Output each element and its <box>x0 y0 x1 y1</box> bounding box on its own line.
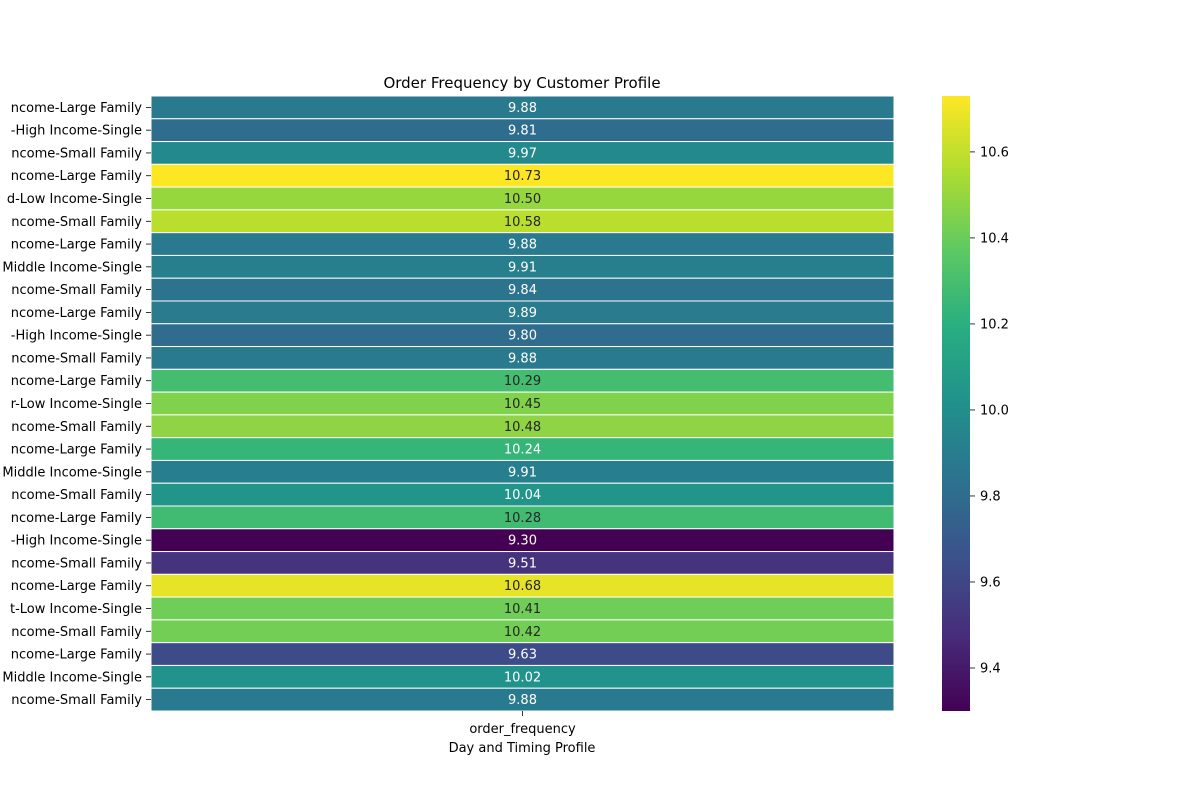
cell-value-label: 9.88 <box>508 351 537 366</box>
cell-value-label: 10.29 <box>504 374 541 389</box>
y-tick-label: ncome-Small Family <box>11 215 142 230</box>
colorbar <box>942 96 970 711</box>
cell-value-label: 9.80 <box>508 329 537 344</box>
cell-value-label: 9.88 <box>508 238 537 253</box>
cell-value-label: 9.89 <box>508 306 537 321</box>
cell-value-label: 9.81 <box>508 124 537 139</box>
cell-value-label: 10.02 <box>504 670 541 685</box>
y-tick-label: Middle Income-Single <box>2 260 142 275</box>
cell-value-label: 9.84 <box>508 283 537 298</box>
y-tick-label: ncome-Large Family <box>11 443 143 458</box>
cell-value-label: 10.48 <box>504 420 541 435</box>
x-axis-label: Day and Timing Profile <box>449 741 596 756</box>
cell-value-label: 9.51 <box>508 556 537 571</box>
y-tick-label: ncome-Large Family <box>11 238 143 253</box>
y-tick-label: ncome-Small Family <box>11 625 142 640</box>
x-tick-label: order_frequency <box>469 722 576 737</box>
colorbar-ticks: 9.4 9.6 9.8 10.0 10.2 10.4 10.6 <box>970 145 1009 676</box>
colorbar-tick-label: 10.6 <box>980 145 1009 160</box>
y-tick-label: Middle Income-Single <box>2 465 142 480</box>
y-tick-label: ncome-Small Family <box>11 556 142 571</box>
cell-value-label: 10.58 <box>504 215 541 230</box>
cell-value-label: 10.41 <box>504 602 541 617</box>
cell-value-label: 9.91 <box>508 465 537 480</box>
cell-value-label: 10.45 <box>504 397 541 412</box>
colorbar-tick-label: 10.4 <box>980 231 1009 246</box>
y-tick-label: ncome-Large Family <box>11 579 143 594</box>
cell-value-label: 10.04 <box>504 488 541 503</box>
y-tick-label: ncome-Small Family <box>11 351 142 366</box>
y-tick-label: ncome-Large Family <box>11 101 143 116</box>
y-tick-label: ncome-Large Family <box>11 648 143 663</box>
cell-value-label: 10.42 <box>504 625 541 640</box>
colorbar-tick-label: 9.8 <box>980 489 1001 504</box>
y-tick-label: ncome-Small Family <box>11 420 142 435</box>
cell-value-label: 10.73 <box>504 169 541 184</box>
y-tick-label: ncome-Small Family <box>11 146 142 161</box>
colorbar-tick-label: 10.0 <box>980 403 1009 418</box>
y-tick-label: ncome-Large Family <box>11 306 143 321</box>
y-tick-label: ncome-Small Family <box>11 488 142 503</box>
y-tick-label: t-Low Income-Single <box>10 602 142 617</box>
cell-value-label: 9.30 <box>508 534 537 549</box>
y-tick-label: -High Income-Single <box>11 534 142 549</box>
y-tick-label: ncome-Large Family <box>11 169 143 184</box>
cell-value-label: 10.68 <box>504 579 541 594</box>
cell-value-label: 10.50 <box>504 192 541 207</box>
y-tick-label: -High Income-Single <box>11 329 142 344</box>
cell-value-label: 9.88 <box>508 693 537 708</box>
heatmap-cells: 9.88 9.81 9.97 10.73 10.50 10.58 9.88 9.91 9.84 9… <box>150 95 895 712</box>
y-tick-label: -High Income-Single <box>11 124 142 139</box>
y-tick-label: ncome-Large Family <box>11 511 143 526</box>
colorbar-tick-label: 9.4 <box>980 661 1001 676</box>
y-tick-label: Middle Income-Single <box>2 670 142 685</box>
cell-value-label: 10.24 <box>504 443 541 458</box>
chart-title: Order Frequency by Customer Profile <box>383 74 660 92</box>
colorbar-tick-label: 10.2 <box>980 317 1009 332</box>
y-tick-label: ncome-Small Family <box>11 283 142 298</box>
y-tick-label: r-Low Income-Single <box>11 397 142 412</box>
cell-value-label: 9.88 <box>508 101 537 116</box>
y-tick-label: d-Low Income-Single <box>7 192 142 207</box>
cell-value-label: 10.28 <box>504 511 541 526</box>
colorbar-tick-label: 9.6 <box>980 575 1001 590</box>
x-tick-labels: order_frequency <box>469 711 576 737</box>
y-tick-labels: ncome-Large Family -High Income-Single nco… <box>2 101 151 708</box>
cell-value-label: 9.97 <box>508 146 537 161</box>
y-tick-label: ncome-Large Family <box>11 374 143 389</box>
cell-value-label: 9.91 <box>508 260 537 275</box>
cell-value-label: 9.63 <box>508 648 537 663</box>
y-tick-label: ncome-Small Family <box>11 693 142 708</box>
